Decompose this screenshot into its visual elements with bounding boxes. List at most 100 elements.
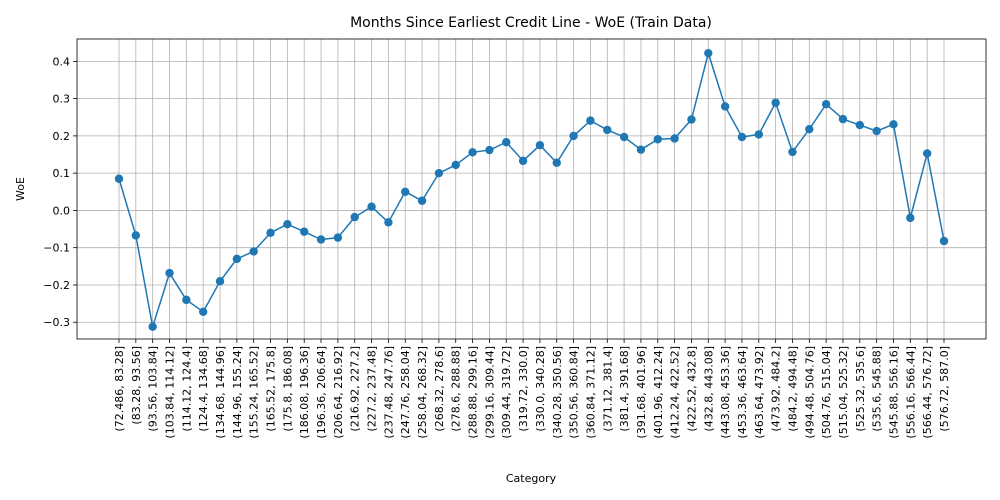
x-tick-label: (196.36, 206.64] bbox=[315, 346, 328, 439]
y-tick-label: −0.3 bbox=[43, 316, 70, 329]
woe-point bbox=[552, 158, 561, 167]
plot-frame bbox=[76, 38, 987, 340]
x-tick-label: (432.8, 443.08] bbox=[702, 346, 715, 432]
woe-point bbox=[569, 131, 578, 141]
x-tick-label: (473.92, 484.2] bbox=[770, 346, 783, 432]
woe-point bbox=[131, 231, 141, 240]
woe-point bbox=[114, 174, 124, 183]
x-tick-label: (278.6, 288.88] bbox=[450, 346, 463, 432]
x-tick-label: (319.72, 330.0] bbox=[517, 346, 530, 432]
woe-point bbox=[737, 132, 747, 142]
woe-point bbox=[468, 148, 477, 157]
woe-point bbox=[401, 187, 410, 196]
woe-point bbox=[821, 100, 831, 109]
y-tick-label: −0.2 bbox=[43, 279, 70, 292]
x-tick-label: (453.36, 463.64] bbox=[736, 346, 749, 439]
woe-point bbox=[704, 48, 713, 58]
woe-point bbox=[687, 115, 696, 124]
woe-point bbox=[922, 149, 932, 158]
x-axis-label: Category bbox=[506, 472, 557, 485]
woe-point bbox=[939, 236, 949, 246]
grid-layer bbox=[77, 39, 986, 339]
woe-point bbox=[300, 227, 309, 236]
woe-point bbox=[889, 120, 898, 129]
woe-point bbox=[182, 295, 191, 305]
x-tick-label: (309.44, 319.72] bbox=[500, 346, 513, 439]
y-axis-ticks: −0.3 −0.2 −0.1 0.0 0.1 0.2 0.3 0.4 bbox=[43, 55, 77, 329]
woe-point bbox=[502, 138, 511, 147]
woe-point bbox=[232, 254, 242, 264]
x-tick-label: (93.56, 103.84] bbox=[147, 346, 160, 432]
woe-point bbox=[249, 247, 258, 256]
x-tick-label: (114.12, 124.4] bbox=[180, 346, 193, 432]
x-tick-label: (340.28, 350.56] bbox=[551, 346, 564, 439]
x-tick-label: (103.84, 114.12] bbox=[164, 346, 177, 439]
x-tick-label: (258.04, 268.32] bbox=[416, 346, 429, 439]
woe-point bbox=[148, 322, 157, 331]
woe-point bbox=[518, 156, 528, 166]
x-tick-label: (443.08, 453.36] bbox=[719, 346, 732, 439]
x-tick-label: (535.6, 545.88] bbox=[871, 346, 884, 432]
y-tick-label: −0.1 bbox=[43, 242, 70, 255]
y-tick-label: 0.1 bbox=[53, 167, 71, 180]
woe-point bbox=[855, 120, 865, 130]
woe-point bbox=[165, 268, 174, 278]
woe-point bbox=[215, 277, 225, 286]
y-tick-label: 0.2 bbox=[53, 130, 71, 143]
woe-point bbox=[283, 220, 292, 229]
y-axis-label: WoE bbox=[14, 177, 27, 201]
y-tick-label: 0.3 bbox=[53, 93, 71, 106]
y-tick-label: 0.0 bbox=[53, 204, 71, 217]
woe-point bbox=[586, 116, 595, 125]
x-tick-label: (175.8, 186.08] bbox=[281, 346, 294, 432]
x-tick-label: (227.2, 237.48] bbox=[366, 346, 379, 432]
woe-point bbox=[788, 147, 797, 157]
x-tick-label: (350.56, 360.84] bbox=[568, 346, 581, 439]
woe-point bbox=[636, 145, 646, 154]
x-tick-label: (412.24, 422.52] bbox=[669, 346, 682, 439]
x-tick-label: (515.04, 525.32] bbox=[837, 346, 850, 439]
x-tick-label: (247.76, 258.04] bbox=[399, 346, 412, 439]
woe-point bbox=[670, 134, 679, 143]
woe-point bbox=[720, 102, 730, 111]
x-tick-label: (72.486, 83.28] bbox=[113, 346, 126, 432]
x-tick-label: (391.68, 401.96] bbox=[635, 346, 648, 439]
y-tick-label: 0.4 bbox=[53, 55, 71, 68]
x-tick-label: (371.12, 381.4] bbox=[601, 346, 614, 432]
woe-point bbox=[434, 168, 444, 178]
x-tick-label: (504.76, 515.04] bbox=[820, 346, 833, 439]
x-tick-label: (288.88, 299.16] bbox=[467, 346, 480, 439]
x-tick-label: (381.4, 391.68] bbox=[618, 346, 631, 432]
x-tick-label: (144.96, 155.24] bbox=[231, 346, 244, 439]
x-tick-label: (134.68, 144.96] bbox=[214, 346, 227, 439]
woe-point bbox=[906, 213, 915, 223]
x-tick-label: (299.16, 309.44] bbox=[483, 346, 496, 439]
x-tick-label: (268.32, 278.6] bbox=[433, 346, 446, 432]
woe-point bbox=[198, 307, 208, 316]
x-tick-label: (83.28, 93.56] bbox=[130, 346, 143, 425]
woe-point bbox=[266, 228, 275, 237]
x-tick-label: (545.88, 556.16] bbox=[887, 346, 900, 439]
woe-point bbox=[350, 212, 359, 222]
woe-point bbox=[485, 145, 494, 155]
x-tick-label: (401.96, 412.24] bbox=[652, 346, 665, 439]
x-tick-label: (556.16, 566.44] bbox=[904, 346, 917, 439]
woe-point bbox=[805, 124, 814, 134]
woe-point bbox=[872, 126, 881, 136]
woe-point bbox=[535, 141, 545, 150]
woe-point bbox=[451, 160, 460, 170]
x-tick-label: (494.48, 504.76] bbox=[803, 346, 816, 439]
x-tick-label: (422.52, 432.8] bbox=[685, 346, 698, 432]
woe-point bbox=[333, 233, 343, 242]
x-tick-label: (330.0, 340.28] bbox=[534, 346, 547, 432]
x-axis-ticks: (72.486, 83.28] (83.28, 93.56] (93.56, 103… bbox=[113, 339, 951, 439]
woe-point bbox=[653, 135, 662, 144]
x-tick-label: (206.64, 216.92] bbox=[332, 346, 345, 439]
woe-point bbox=[367, 202, 376, 211]
chart-title: Months Since Earliest Credit Line - WoE … bbox=[350, 15, 712, 31]
woe-point bbox=[316, 235, 326, 244]
x-tick-label: (155.24, 165.52] bbox=[248, 346, 261, 439]
x-tick-label: (566.44, 576.72] bbox=[921, 346, 934, 439]
x-tick-label: (525.32, 535.6] bbox=[854, 346, 867, 432]
